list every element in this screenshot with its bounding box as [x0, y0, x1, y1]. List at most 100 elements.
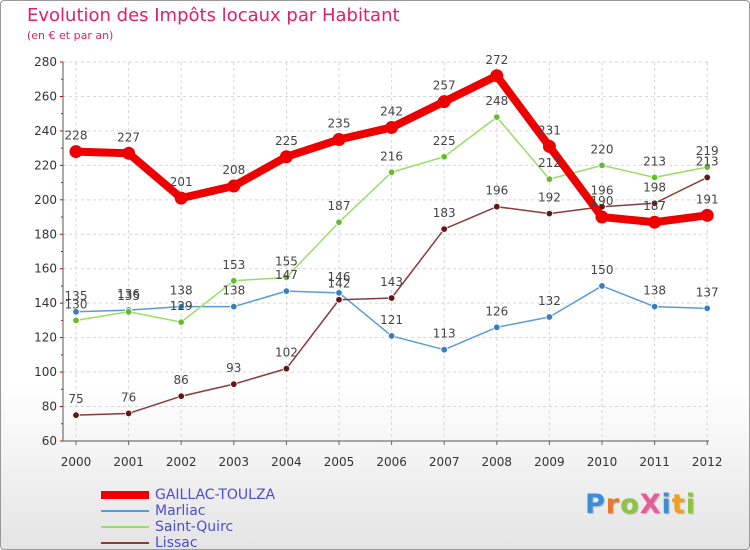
point-saint-quirc — [282, 273, 291, 282]
point-saint-quirc — [387, 168, 396, 176]
point-lissac — [703, 173, 711, 182]
data-label-marliac: 132 — [538, 294, 561, 308]
point-marliac — [387, 332, 396, 340]
point-marliac — [598, 282, 606, 290]
chart-title: Evolution des Impôts locaux par Habitant — [27, 5, 400, 26]
point-marliac — [282, 287, 291, 295]
x-tick-label: 2011 — [639, 455, 670, 469]
data-label-marliac: 147 — [275, 268, 298, 282]
axes — [60, 61, 709, 445]
x-tick-label: 2006 — [376, 455, 407, 469]
x-tick-label: 2004 — [271, 455, 302, 469]
point-saint-quirc — [650, 173, 659, 182]
data-label-saint-quirc: 212 — [538, 156, 561, 170]
point-saint-quirc — [440, 153, 448, 161]
data-label-lissac: 142 — [328, 277, 351, 291]
data-label-gaillac-toulza: 227 — [117, 130, 140, 144]
chart-subtitle: (en € et par an) — [27, 29, 114, 42]
x-tick-label: 2009 — [534, 455, 565, 469]
y-tick-label: 280 — [34, 55, 57, 69]
y-tick-label: 140 — [34, 296, 57, 310]
data-label-marliac: 121 — [380, 313, 403, 327]
data-label-marliac: 136 — [117, 287, 140, 301]
point-gaillac-toulza — [332, 133, 346, 147]
data-label-saint-quirc: 135 — [117, 289, 140, 303]
data-label-marliac: 137 — [696, 285, 719, 299]
data-label-lissac: 76 — [121, 390, 136, 404]
data-label-saint-quirc: 220 — [591, 142, 614, 156]
data-label-gaillac-toulza: 190 — [591, 194, 614, 208]
point-lissac — [387, 294, 396, 302]
data-label-lissac: 93 — [226, 361, 241, 375]
data-label-saint-quirc: 130 — [65, 297, 88, 311]
legend-item-marliac: Marliac — [101, 503, 275, 519]
logo-letter: X — [639, 489, 662, 520]
logo-letter: i — [685, 489, 696, 520]
data-label-lissac: 183 — [433, 206, 456, 220]
data-label-saint-quirc: 219 — [696, 144, 719, 158]
point-lissac — [335, 296, 343, 304]
data-label-marliac: 138 — [643, 284, 666, 298]
data-label-lissac: 86 — [174, 373, 189, 387]
data-label-saint-quirc: 187 — [328, 199, 351, 213]
grid — [63, 61, 709, 441]
point-marliac — [650, 302, 659, 311]
data-label-lissac: 143 — [380, 275, 403, 289]
data-label-saint-quirc: 213 — [643, 154, 666, 168]
y-tick-label: 100 — [34, 365, 57, 379]
point-marliac — [493, 323, 501, 331]
x-tick-label: 2000 — [61, 455, 92, 469]
x-tick-label: 2012 — [692, 455, 723, 469]
data-label-lissac: 196 — [591, 184, 614, 198]
data-label-marliac: 126 — [485, 304, 508, 318]
data-label-lissac: 198 — [643, 180, 666, 194]
data-label-saint-quirc: 248 — [485, 94, 508, 108]
data-label-gaillac-toulza: 225 — [275, 134, 298, 148]
data-label-lissac: 213 — [696, 154, 719, 168]
data-label-gaillac-toulza: 191 — [696, 192, 719, 206]
point-lissac — [230, 380, 238, 388]
point-gaillac-toulza — [385, 120, 399, 134]
point-marliac — [72, 308, 80, 316]
point-gaillac-toulza — [437, 95, 451, 109]
y-tick-label: 80 — [42, 400, 57, 414]
point-gaillac-toulza — [174, 191, 188, 205]
data-label-gaillac-toulza: 257 — [433, 79, 456, 93]
point-gaillac-toulza — [700, 208, 714, 222]
y-tick-label: 120 — [34, 331, 57, 345]
y-tick-label: 200 — [34, 193, 57, 207]
x-tick-label: 2001 — [113, 455, 144, 469]
logo-letter: i — [661, 489, 672, 520]
point-gaillac-toulza — [542, 139, 556, 153]
data-label-marliac: 150 — [591, 263, 614, 277]
data-label-gaillac-toulza: 187 — [643, 199, 666, 213]
point-saint-quirc — [72, 316, 80, 325]
point-saint-quirc — [177, 318, 185, 326]
legend-swatch — [101, 510, 149, 512]
y-tick-label: 160 — [34, 262, 57, 276]
legend-item-saint-quirc: Saint-Quirc — [101, 519, 275, 535]
logo-letter: o — [620, 489, 640, 520]
x-tick-label: 2005 — [324, 455, 355, 469]
data-label-saint-quirc: 225 — [433, 134, 456, 148]
logo-letter: P — [585, 489, 606, 520]
x-tick-label: 2010 — [587, 455, 618, 469]
point-marliac — [703, 304, 711, 313]
point-saint-quirc — [230, 277, 238, 285]
point-saint-quirc — [598, 161, 606, 170]
data-label-lissac: 192 — [538, 191, 561, 205]
legend-label: Saint-Quirc — [155, 519, 234, 535]
data-label-gaillac-toulza: 231 — [538, 123, 561, 137]
point-lissac — [177, 392, 185, 400]
legend-item-lissac: Lissac — [101, 535, 275, 549]
y-tick-label: 220 — [34, 158, 57, 172]
y-axis-ticks: 60 80 100 120 140 160 180 200 220 240 260 280 — [34, 55, 57, 448]
point-gaillac-toulza — [595, 210, 609, 224]
point-lissac — [440, 225, 448, 233]
point-lissac — [282, 364, 291, 373]
data-label-saint-quirc: 129 — [170, 299, 193, 313]
x-tick-label: 2008 — [482, 455, 513, 469]
series-group — [69, 69, 714, 419]
point-lissac — [72, 411, 80, 419]
